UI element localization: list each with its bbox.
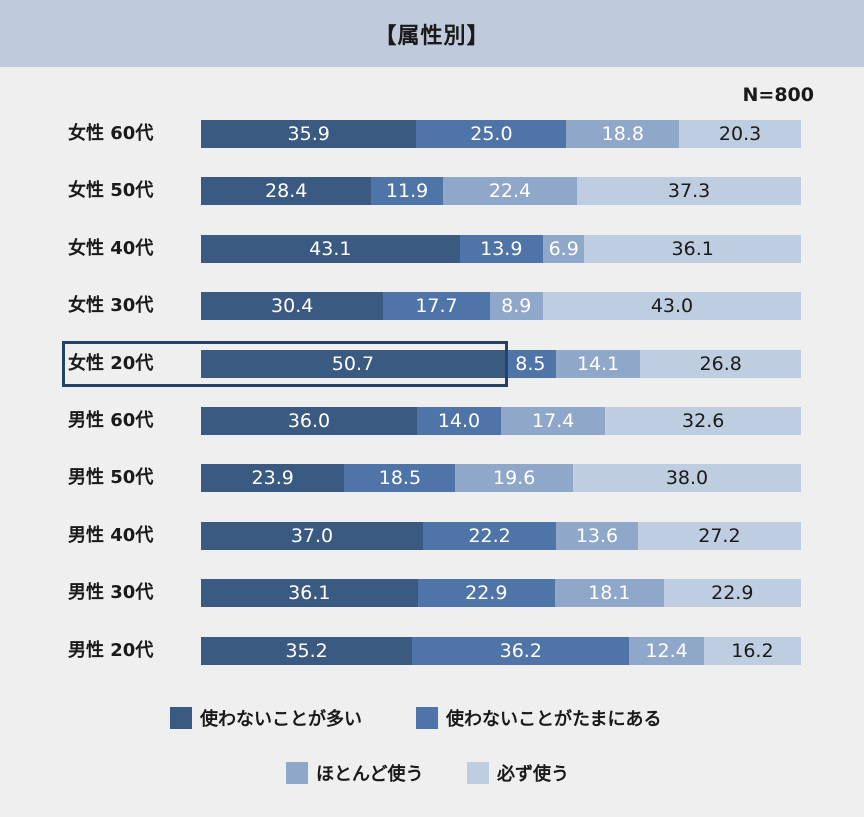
legend-item: 必ず使う — [467, 760, 569, 786]
bar-segment: 30.4 — [201, 292, 384, 321]
bar-segment: 8.9 — [489, 292, 543, 321]
bar-segment: 17.4 — [501, 407, 606, 435]
legend-item: ほとんど使う — [286, 760, 423, 786]
bar-segment: 13.6 — [556, 521, 638, 550]
bar-segment: 27.2 — [637, 521, 801, 550]
bar-segment: 23.9 — [201, 464, 345, 493]
bar-segment: 22.4 — [442, 177, 578, 206]
highlight-box — [62, 340, 508, 387]
bar-segment: 35.2 — [201, 636, 413, 665]
legend-item: 使わないことがたまにある — [416, 705, 661, 731]
legend-label: 必ず使う — [497, 764, 569, 785]
legend-swatch — [467, 762, 489, 784]
bar-segment: 36.1 — [584, 234, 801, 263]
bar-segment: 22.2 — [423, 521, 557, 550]
bar-segment: 20.3 — [679, 120, 801, 148]
bar-segment: 35.9 — [201, 120, 417, 148]
category-label: 女性 40代 — [68, 237, 154, 259]
bar-segment: 36.1 — [201, 579, 418, 608]
bar-segment: 32.6 — [605, 407, 801, 435]
legend-label: 使わないことがたまにある — [446, 709, 662, 730]
bar-segment: 14.1 — [555, 349, 641, 378]
category-label: 男性 40代 — [68, 524, 154, 546]
legend-label: 使わないことが多い — [200, 709, 362, 730]
bar-segment: 37.0 — [201, 521, 423, 550]
bar-segment: 17.7 — [383, 292, 490, 321]
bar-segment: 25.0 — [416, 120, 567, 148]
chart-title: 【属性別】 — [374, 23, 490, 49]
chart-header: 【属性別】 — [0, 0, 864, 67]
bar-segment: 43.0 — [543, 292, 801, 321]
bar-segment: 14.0 — [417, 407, 501, 435]
sample-size-label: N=800 — [742, 84, 814, 106]
bar-segment: 36.2 — [412, 636, 630, 665]
legend-swatch — [170, 707, 192, 729]
legend-swatch — [286, 762, 308, 784]
category-label: 男性 20代 — [68, 639, 154, 661]
category-label: 女性 60代 — [68, 123, 154, 144]
bar-segment: 11.9 — [371, 177, 443, 206]
category-label: 男性 30代 — [68, 582, 154, 604]
bar-segment: 37.3 — [577, 177, 801, 206]
legend-swatch — [416, 707, 438, 729]
bar-segment: 16.2 — [703, 636, 801, 665]
bar-segment: 8.5 — [504, 349, 556, 378]
bar-segment: 36.0 — [201, 407, 417, 435]
bar-segment: 18.8 — [566, 120, 680, 148]
bar-segment: 18.5 — [344, 464, 456, 493]
category-label: 男性 60代 — [68, 410, 154, 431]
category-label: 女性 30代 — [68, 295, 154, 317]
bar-segment: 38.0 — [573, 464, 801, 493]
bar-segment: 18.1 — [555, 579, 664, 608]
bar-segment: 28.4 — [201, 177, 372, 206]
bar-segment: 26.8 — [640, 349, 801, 378]
legend-label: ほとんど使う — [316, 764, 424, 785]
bar-segment: 50.7 — [201, 349, 505, 378]
bar-segment: 6.9 — [543, 234, 585, 263]
bar-segment: 19.6 — [455, 464, 573, 493]
category-label: 女性 20代 — [68, 352, 154, 374]
bar-segment: 43.1 — [201, 234, 460, 263]
bar-segment: 13.9 — [459, 234, 543, 263]
bar-segment: 12.4 — [629, 636, 704, 665]
legend-item: 使わないことが多い — [170, 705, 362, 731]
bar-segment: 22.9 — [663, 579, 801, 608]
category-label: 女性 50代 — [68, 180, 154, 202]
category-label: 男性 50代 — [68, 467, 154, 489]
bar-segment: 22.9 — [417, 579, 555, 608]
